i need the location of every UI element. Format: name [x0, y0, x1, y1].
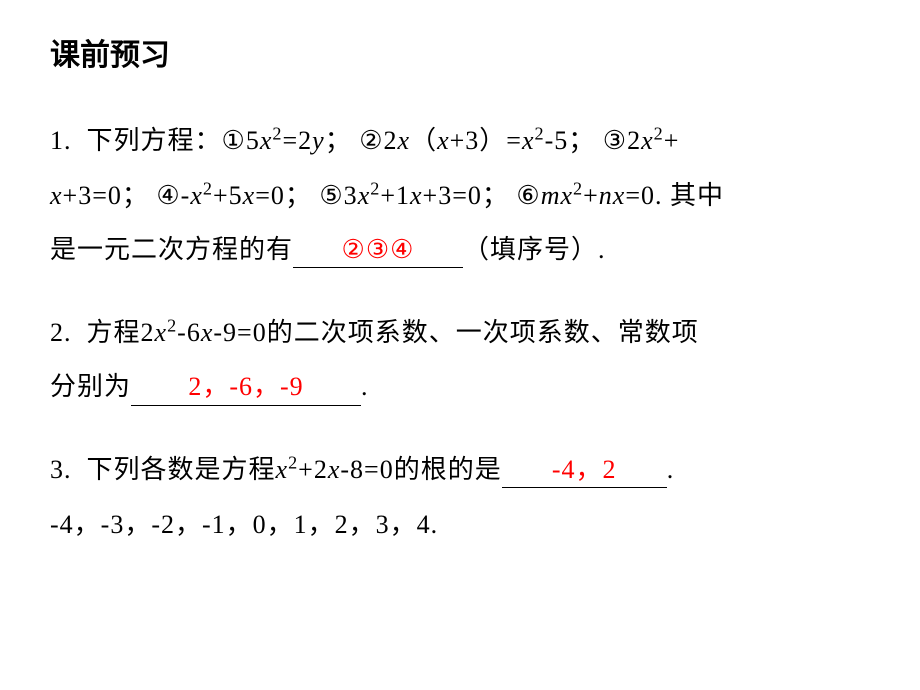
p1-eq2d: -5；	[545, 126, 596, 155]
problem-1: 1. 下列方程：①5x2=2y； ②2x（x+3）=x2-5； ③2x2+ x+…	[50, 114, 880, 278]
p1-y: y	[312, 126, 325, 155]
p1-eq6c: +3=0；	[423, 181, 509, 210]
problem-2: 2. 方程2x2-6x-9=0的二次项系数、一次项系数、常数项 分别为2，-6，…	[50, 306, 880, 415]
p1-x1: x	[260, 126, 273, 155]
p2-lead: 方程2	[87, 318, 155, 347]
p3-x2: x	[328, 455, 341, 484]
p2-num: 2.	[50, 318, 72, 347]
p1-eq3b: +	[664, 126, 680, 155]
p1-x8: x	[243, 181, 256, 210]
p1-x5: x	[641, 126, 654, 155]
p1-eq4: +3=0；	[63, 181, 149, 210]
p1-x4: x	[522, 126, 535, 155]
p1-eq2b: （	[410, 126, 437, 155]
p2-line2a: 分别为	[50, 372, 131, 401]
p1-eq2c: +3）=	[450, 126, 522, 155]
p1-eq7a: ⑥	[516, 181, 540, 210]
p1-eq1a: ①5	[222, 126, 260, 155]
p1-eq5a: ④-	[156, 181, 190, 210]
section-title: 课前预习	[50, 30, 880, 74]
p1-eq2a: ②2	[359, 126, 397, 155]
p2-mid1: -6	[177, 318, 201, 347]
p1-eq1b: =2	[282, 126, 312, 155]
p3-mid1: +2	[298, 455, 328, 484]
p1-eq6b: +1	[380, 181, 410, 210]
p2-x1: x	[155, 318, 168, 347]
p1-lead: 下列方程：	[87, 126, 222, 155]
p1-answer: ②③④	[342, 235, 415, 264]
p3-mid2: -8=0的根的是	[340, 455, 501, 484]
p1-num: 1.	[50, 126, 72, 155]
p1-x11: x	[560, 181, 573, 210]
p3-choices: -4，-3，-2，-1，0，1，2，3，4.	[50, 510, 438, 539]
p1-x7: x	[190, 181, 203, 210]
p1-eq6a: ⑤3	[319, 181, 357, 210]
p1-x10: x	[410, 181, 423, 210]
p3-answer: -4，2	[552, 455, 617, 484]
page-root: 课前预习 1. 下列方程：①5x2=2y； ②2x（x+3）=x2-5； ③2x…	[0, 0, 920, 600]
p2-tail: .	[361, 372, 369, 401]
p2-mid2: -9=0的二次项系数、一次项系数、常数项	[213, 318, 698, 347]
p1-tail2: 是一元二次方程的有	[50, 235, 293, 264]
p1-eq7b: +	[583, 181, 599, 210]
p2-blank: 2，-6，-9	[131, 371, 361, 405]
p1-eq5c: =0；	[255, 181, 312, 210]
p1-x3: x	[437, 126, 450, 155]
p1-blank: ②③④	[293, 234, 463, 268]
p1-x9: x	[358, 181, 371, 210]
problem-3: 3. 下列各数是方程x2+2x-8=0的根的是-4，2. -4，-3，-2，-1…	[50, 443, 880, 552]
p2-answer: 2，-6，-9	[188, 372, 303, 401]
p1-x6: x	[50, 181, 63, 210]
p1-eq5b: +5	[213, 181, 243, 210]
p2-x2: x	[201, 318, 214, 347]
p1-eq3a: ③2	[603, 126, 641, 155]
p3-x1: x	[276, 455, 289, 484]
p1-tail3: （填序号）.	[463, 235, 606, 264]
p1-x2: x	[398, 126, 411, 155]
p3-tail: .	[667, 455, 675, 484]
p3-num: 3.	[50, 455, 72, 484]
p1-eq7c: =0.	[625, 181, 662, 210]
p1-x12: x	[613, 181, 626, 210]
p3-lead: 下列各数是方程	[87, 455, 276, 484]
p1-tail1: 其中	[670, 181, 724, 210]
p1-eq1c: ；	[325, 126, 352, 155]
p1-n: n	[599, 181, 613, 210]
p1-m: m	[541, 181, 561, 210]
p3-blank: -4，2	[502, 454, 667, 488]
